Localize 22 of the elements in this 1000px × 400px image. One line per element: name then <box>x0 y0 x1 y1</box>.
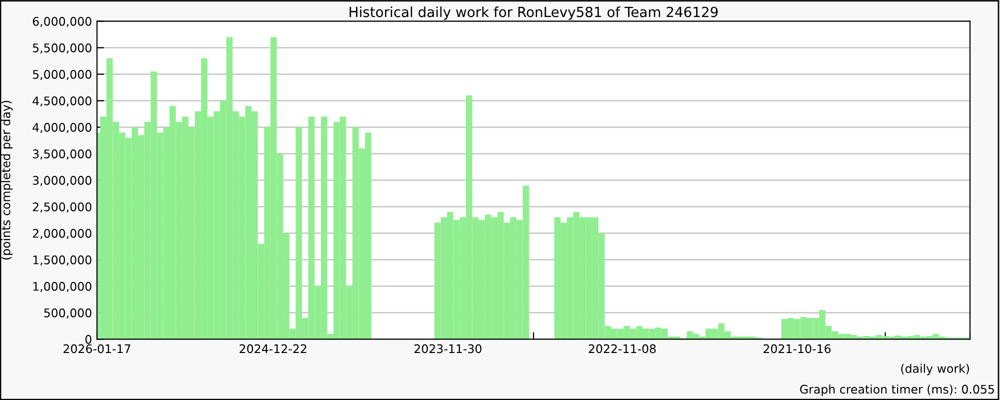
x-tick-label: 2021-10-16 <box>764 344 831 354</box>
y-tick-label: 3,500,000 <box>32 149 92 160</box>
y-tick-label: 1,500,000 <box>33 255 92 266</box>
text: Graph creation timer (ms): 0.055 <box>800 384 994 396</box>
x-tick-label: 2026-01-17 <box>64 344 130 354</box>
y-tick-label: 5,500,000 <box>32 43 92 54</box>
y-tick-label: 4,000,000 <box>32 122 92 134</box>
x-tick-label: 2024-12-22 <box>240 344 306 354</box>
y-tick-label: 6,000,000 <box>32 16 92 28</box>
y-tick-label: 2,000,000 <box>32 228 92 240</box>
x-axis-title: (daily work) <box>901 364 969 376</box>
y-tick-label: 500,000 <box>44 308 92 319</box>
chart-title: Historical daily work for RonLevy581 of Team 246129 <box>350 6 718 20</box>
x-tick-label: 2022-11-08 <box>588 344 656 354</box>
y-axis-title: (points completed per day) <box>1 100 13 260</box>
y-tick-label: 3,000,000 <box>32 176 92 186</box>
y-tick-label: 1,000,000 <box>33 282 92 292</box>
y-tick-label: 5,000,000 <box>32 70 92 80</box>
y-tick-label: 2,500,000 <box>32 202 92 213</box>
x-tick-label: 2023-11-30 <box>414 344 482 354</box>
y-tick-label: 0 <box>85 334 92 344</box>
y-tick-label: 4,500,000 <box>32 96 92 107</box>
